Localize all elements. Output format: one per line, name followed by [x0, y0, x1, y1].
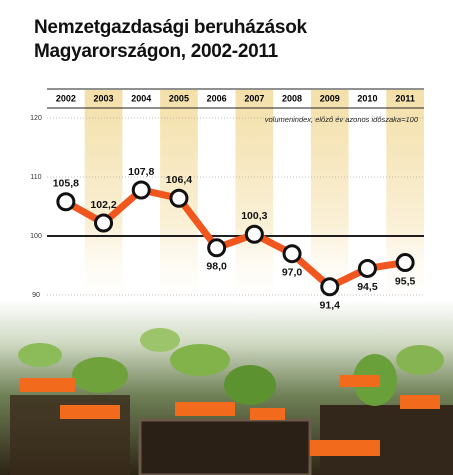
y-tick-label: 120 — [30, 115, 42, 122]
x-tick-label: 2006 — [207, 93, 227, 103]
y-tick-label: 90 — [32, 292, 40, 299]
data-label: 107,8 — [128, 166, 154, 178]
data-label: 97,0 — [282, 266, 303, 278]
data-label: 91,4 — [320, 300, 341, 312]
data-point — [320, 277, 340, 297]
y-tick-label: 110 — [30, 174, 41, 181]
data-point — [169, 188, 189, 208]
data-label: 95,5 — [395, 275, 416, 287]
annotation: volumenindex, előző év azonos időszaka=1… — [265, 115, 419, 124]
data-label: 102,2 — [90, 199, 116, 211]
data-label: 106,4 — [166, 174, 192, 186]
x-tick-label: 2008 — [282, 93, 302, 103]
data-label: 100,3 — [241, 210, 267, 222]
x-tick-label: 2011 — [395, 93, 415, 103]
data-point — [244, 224, 264, 244]
data-line — [64, 186, 406, 291]
x-tick-label: 2009 — [320, 93, 340, 103]
data-point — [94, 213, 114, 233]
column-shade — [84, 90, 123, 315]
data-label: 98,0 — [206, 261, 227, 273]
chart-title: Nemzetgazdasági beruházások Magyarország… — [34, 17, 307, 62]
x-tick-label: 2003 — [94, 93, 114, 103]
x-tick-label: 2004 — [131, 93, 151, 103]
x-tick-label: 2002 — [56, 93, 76, 103]
data-point — [131, 180, 151, 200]
data-label: 94,5 — [357, 281, 378, 293]
data-point — [395, 253, 415, 273]
data-label: 105,8 — [53, 178, 79, 190]
column-shade — [235, 90, 274, 315]
data-point — [282, 244, 302, 264]
data-point — [357, 258, 377, 278]
data-point — [207, 238, 227, 258]
x-tick-label: 2007 — [244, 93, 264, 103]
y-tick-label: 100 — [30, 233, 42, 240]
data-point — [56, 192, 76, 212]
x-tick-label: 2010 — [357, 93, 377, 103]
photo-background — [0, 300, 453, 475]
column-shade — [386, 90, 424, 315]
x-tick-label: 2005 — [169, 93, 189, 103]
